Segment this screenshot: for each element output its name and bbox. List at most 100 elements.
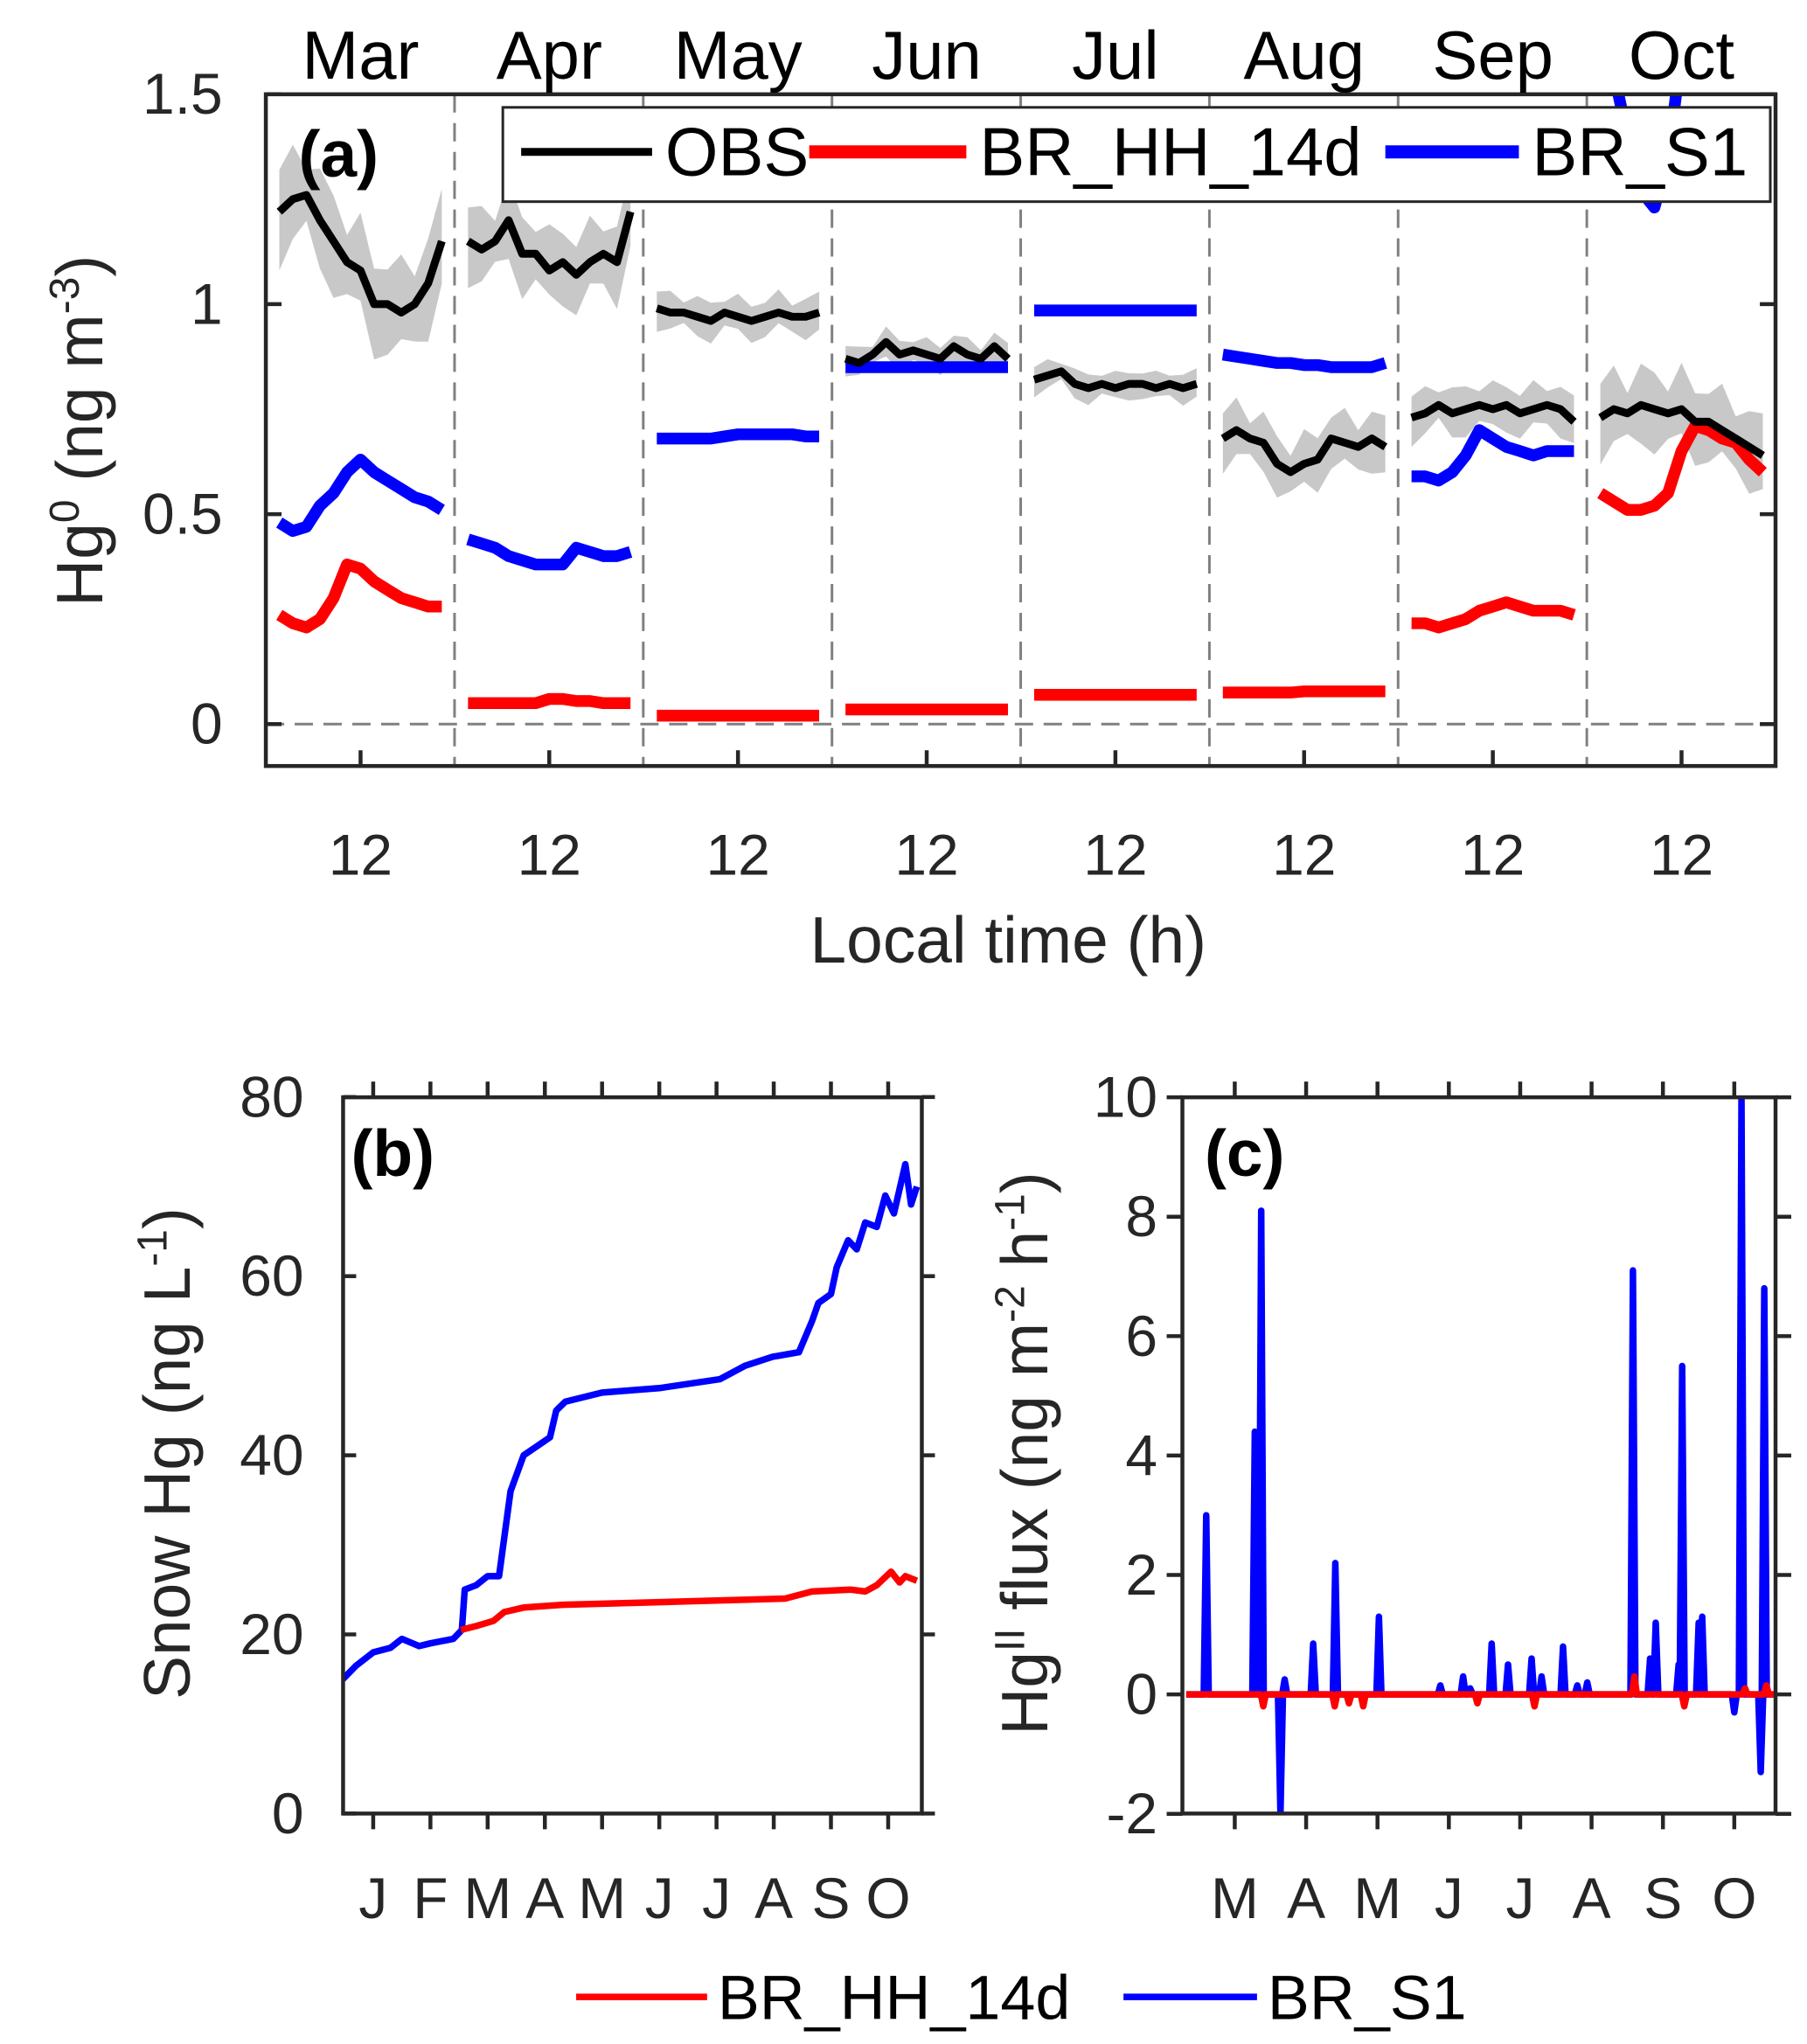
x-tick-label: M — [463, 1866, 511, 1930]
y-tick-label: -2 — [1106, 1781, 1157, 1846]
ylabel-part: -2 — [987, 1285, 1033, 1323]
x-tick-label: 12 — [894, 823, 958, 887]
legend-box — [501, 106, 1772, 204]
series-br_s1-apr — [466, 533, 633, 571]
obs-range-band-oct — [1600, 363, 1763, 494]
x-tick-label: J — [702, 1866, 731, 1930]
y-tick-label: 1.5 — [142, 61, 223, 126]
series-br_s1-aug — [1221, 348, 1387, 373]
plot-area-b — [343, 1160, 921, 1682]
series-obs-jul — [1032, 367, 1199, 393]
x-tick-label: 12 — [1083, 823, 1147, 887]
y-tick-label: 10 — [1094, 1065, 1157, 1130]
axes-box-a — [263, 92, 1778, 768]
ylabel-part: Hg — [43, 523, 116, 607]
series-obs-sep — [1410, 400, 1577, 425]
obs-range-band-aug — [1222, 397, 1386, 498]
legend-label-br-hh-14d: BR_HH_14d — [718, 1964, 1071, 2034]
x-tick-label: 12 — [1650, 823, 1713, 887]
x-tick-label: M — [1353, 1866, 1401, 1930]
series-br_hh_14d-sep — [1411, 596, 1576, 634]
ylabel-part: Snow Hg (ng L — [130, 1267, 204, 1700]
x-tick-label: O — [865, 1866, 910, 1930]
x-tick-label: J — [645, 1866, 674, 1930]
ylabel-part: ) — [988, 1171, 1061, 1193]
x-tick-label: 12 — [329, 823, 393, 887]
series-br_s1-sep — [1411, 424, 1574, 487]
legend-label-obs: OBS — [665, 114, 809, 191]
month-label-jul: Jul — [1072, 17, 1159, 94]
y-tick-label: 0.5 — [142, 482, 223, 546]
obs-range-band-jul — [1033, 358, 1197, 407]
panel-label-b: (b) — [351, 1116, 434, 1190]
series-br_hh_14d — [1185, 1672, 1776, 1710]
panel-label-c: (c) — [1205, 1116, 1285, 1190]
ylabel-part: II — [987, 1628, 1033, 1651]
series-br_s1 — [1185, 1097, 1776, 1814]
ylabel-part: flux (ng m — [988, 1323, 1061, 1629]
x-axis-label: Local time (h) — [810, 903, 1207, 977]
legend-a: OBS BR_HH_14d BR_S1 — [501, 106, 1772, 204]
series-obs-jun — [844, 337, 1011, 367]
series-br_hh_14d — [460, 1568, 919, 1634]
plot-area-c — [1185, 1097, 1776, 1814]
y-axis-label: Hg0 (ng m-3) — [42, 255, 116, 607]
y-tick-label: 4 — [1125, 1422, 1157, 1487]
legend-label-br_hh_14d: BR_HH_14d — [979, 114, 1361, 191]
y-tick-label: 8 — [1125, 1184, 1157, 1248]
y-tick-label: 0 — [272, 1781, 304, 1846]
series-obs-mar — [276, 191, 446, 317]
month-label-sep: Sep — [1432, 17, 1553, 94]
legend-label-br-s1: BR_S1 — [1268, 1964, 1467, 2034]
x-tick-label: A — [525, 1866, 564, 1930]
series-br_s1-mar — [275, 453, 445, 538]
series-obs-apr — [465, 211, 635, 279]
series-br_hh_14d-apr — [468, 692, 631, 710]
x-tick-label: M — [578, 1866, 626, 1930]
ylabel-part: (ng m — [43, 314, 116, 499]
ylabel-part: -3 — [42, 277, 88, 315]
bottom-legend: BR_HH_14d BR_S1 — [576, 1964, 1467, 2034]
y-tick-label: 6 — [1125, 1304, 1157, 1368]
x-tick-label: 12 — [518, 823, 581, 887]
panel-label-a: (a) — [299, 117, 379, 191]
ylabel-part: Hg — [988, 1651, 1061, 1735]
ylabel-part: -1 — [129, 1229, 176, 1267]
y-axis-label: Snow Hg (ng L-1) — [129, 1207, 204, 1700]
series-br_s1 — [343, 1160, 921, 1682]
x-tick-label: F — [413, 1866, 448, 1930]
series-obs-oct — [1598, 400, 1765, 459]
month-label-may: May — [674, 17, 803, 94]
x-tick-label: A — [1287, 1866, 1325, 1930]
series-br_hh_14d-mar — [275, 558, 442, 634]
panel-a: 0 0.5 1 1.5 12 Mar 12 Apr 12 May 12 Jun 12 Jul 12 Aug 12… — [42, 17, 1778, 977]
y-tick-label: 80 — [240, 1064, 303, 1129]
obs-range-band-sep — [1411, 379, 1574, 448]
month-label-oct: Oct — [1629, 17, 1735, 94]
y-tick-label: 2 — [1125, 1542, 1157, 1607]
y-tick-label: 1 — [191, 271, 223, 336]
y-tick-label: 0 — [1125, 1662, 1157, 1727]
x-tick-label: O — [1712, 1866, 1756, 1930]
x-tick-label: A — [1573, 1866, 1611, 1930]
x-tick-label: J — [358, 1866, 387, 1930]
ylabel-part: ) — [43, 255, 116, 277]
x-tick-label: 12 — [706, 823, 770, 887]
month-label-mar: Mar — [302, 17, 419, 94]
x-tick-label: J — [1505, 1866, 1534, 1930]
series-br_s1-may — [657, 428, 820, 445]
y-tick-label: 40 — [240, 1422, 303, 1487]
y-tick-label: 20 — [240, 1602, 303, 1666]
axes-box-b — [341, 1095, 924, 1816]
x-tick-label: M — [1211, 1866, 1259, 1930]
y-tick-label: 60 — [240, 1243, 303, 1308]
month-label-apr: Apr — [497, 17, 602, 94]
x-tick-label: S — [812, 1866, 851, 1930]
ylabel-part: h — [988, 1231, 1061, 1285]
ylabel-part: 0 — [42, 499, 88, 523]
ylabel-part: -1 — [987, 1193, 1033, 1231]
series-obs-aug — [1220, 426, 1388, 476]
